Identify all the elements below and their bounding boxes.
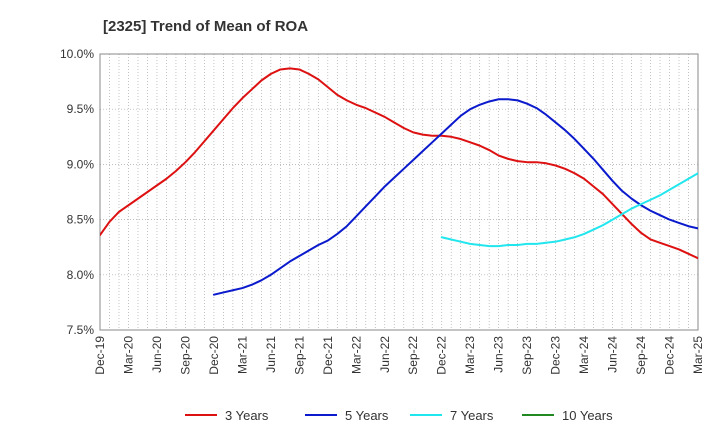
x-tick-label: Mar-23: [463, 336, 477, 374]
plot-area: [99, 53, 699, 331]
x-axis-ticks: Dec-19 Mar-20 Jun-20 Sep-20 Dec-20 Mar-21 Jun-…: [93, 336, 705, 375]
series-line-5-years: [212, 98, 698, 296]
legend-label: 3 Years: [225, 408, 269, 423]
x-tick-label: Dec-24: [663, 336, 677, 375]
legend-item-3-years: 3 Years: [185, 408, 269, 423]
x-tick-label: Jun-23: [492, 336, 506, 373]
legend-label: 5 Years: [345, 408, 389, 423]
chart-title: [2325] Trend of Mean of ROA: [103, 18, 308, 35]
x-tick-label: Sep-21: [292, 336, 306, 375]
x-tick-label: Mar-25: [691, 336, 705, 374]
x-tick-label: Jun-21: [264, 336, 278, 373]
grid-lines: [99, 53, 699, 331]
x-tick-label: Sep-22: [406, 336, 420, 375]
series-line-7-years: [440, 172, 698, 248]
legend: 3 Years 5 Years 7 Years 10 Years: [185, 408, 613, 423]
legend-item-5-years: 5 Years: [305, 408, 389, 423]
x-tick-label: Mar-21: [235, 336, 249, 374]
series-layer: [100, 67, 698, 296]
legend-item-10-years: 10 Years: [522, 408, 613, 423]
x-tick-label: Sep-20: [178, 336, 192, 375]
y-tick-label: 8.5%: [67, 213, 95, 227]
x-tick-label: Dec-19: [93, 336, 107, 375]
y-tick-label: 9.5%: [67, 102, 95, 116]
series-line-3-years: [100, 67, 698, 260]
x-tick-label: Sep-23: [520, 336, 534, 375]
x-tick-label: Mar-20: [121, 336, 135, 374]
legend-label: 10 Years: [562, 408, 613, 423]
x-tick-label: Dec-22: [435, 336, 449, 375]
legend-label: 7 Years: [450, 408, 494, 423]
plot-frame: [99, 53, 699, 331]
x-tick-label: Sep-24: [634, 336, 648, 375]
y-tick-label: 7.5%: [67, 323, 95, 337]
x-tick-label: Dec-23: [549, 336, 563, 375]
legend-item-7-years: 7 Years: [410, 408, 494, 423]
x-tick-label: Dec-20: [207, 336, 221, 375]
x-tick-label: Jun-22: [378, 336, 392, 373]
y-tick-label: 10.0%: [60, 47, 94, 61]
x-tick-label: Mar-22: [349, 336, 363, 374]
x-tick-label: Jun-20: [150, 336, 164, 373]
y-tick-label: 9.0%: [67, 157, 95, 171]
y-axis-ticks: 7.5% 8.0% 8.5% 9.0% 9.5% 10.0%: [60, 47, 94, 337]
y-tick-label: 8.0%: [67, 268, 95, 282]
x-tick-label: Mar-24: [577, 336, 591, 374]
x-tick-label: Jun-24: [606, 336, 620, 373]
x-tick-label: Dec-21: [321, 336, 335, 375]
